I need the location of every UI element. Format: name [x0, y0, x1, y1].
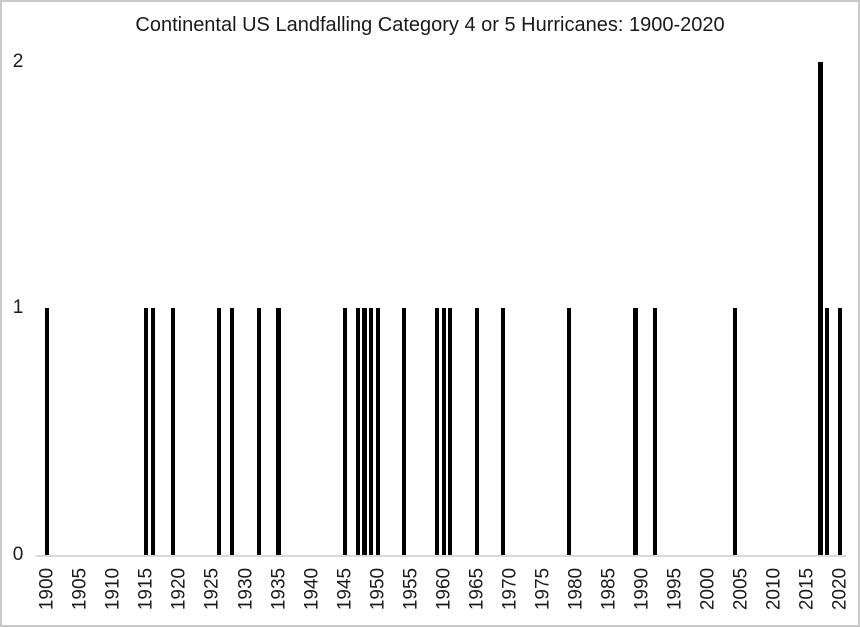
x-tick-label-1995: 1995 [664, 567, 686, 611]
x-tick-label-1900: 1900 [36, 567, 58, 611]
x-tick-label-1910: 1910 [102, 567, 124, 611]
bar-1900 [45, 308, 50, 555]
bar-1926 [216, 308, 222, 555]
bar-2020 [838, 308, 843, 555]
bar-1945 [342, 308, 347, 555]
bar-1948 [362, 308, 367, 555]
bar-1928 [230, 308, 235, 555]
bar-1916 [150, 308, 156, 555]
x-tick-label-1950: 1950 [367, 567, 389, 611]
x-tick-label-1930: 1930 [235, 567, 256, 611]
x-tick-label-1915: 1915 [135, 567, 157, 611]
bar-1949 [368, 308, 374, 555]
x-tick-label-2015: 2015 [796, 567, 818, 611]
bar-2004 [732, 308, 737, 555]
bar-1992 [653, 308, 658, 555]
x-tick-label-1990: 1990 [631, 567, 653, 611]
x-tick-label-1905: 1905 [69, 567, 91, 611]
bar-1965 [474, 308, 479, 555]
chart-title: Continental US Landfalling Category 4 or… [135, 14, 725, 36]
bar-1932 [256, 308, 261, 555]
bar-1960 [441, 308, 446, 555]
x-tick-label-1935: 1935 [268, 567, 290, 611]
bar-1954 [402, 308, 407, 555]
bar-1959 [435, 308, 440, 555]
x-tick-label-2020: 2020 [829, 567, 851, 611]
x-tick-label-2000: 2000 [697, 567, 719, 611]
x-tick-label-1970: 1970 [499, 567, 521, 611]
bar-1989 [633, 308, 638, 555]
y-tick-label-2: 2 [12, 50, 24, 72]
x-tick-label-1955: 1955 [400, 567, 422, 611]
y-tick-label-0: 0 [12, 543, 24, 565]
bar-1969 [501, 308, 506, 555]
y-tick-label-1: 1 [12, 297, 24, 319]
x-tick-label-2005: 2005 [730, 567, 752, 611]
bar-1935 [276, 308, 281, 555]
bar-2018 [825, 308, 830, 555]
x-axis-line [36, 554, 846, 557]
bar-1947 [355, 308, 360, 555]
x-tick-label-1965: 1965 [466, 567, 488, 611]
x-tick-label-1925: 1925 [201, 567, 223, 611]
x-tick-label-1960: 1960 [433, 567, 455, 611]
x-tick-label-1980: 1980 [565, 567, 587, 611]
bar-1950 [375, 308, 380, 555]
x-tick-label-1985: 1985 [598, 567, 620, 611]
bar-1961 [448, 308, 453, 555]
x-tick-label-1920: 1920 [168, 567, 190, 611]
x-tick-label-1945: 1945 [334, 567, 356, 611]
x-tick-label-1975: 1975 [532, 567, 554, 611]
x-tick-label-2010: 2010 [763, 567, 785, 611]
bar-1919 [170, 308, 175, 555]
bar-1979 [567, 308, 572, 555]
bar-2017 [818, 61, 823, 555]
x-tick-label-1940: 1940 [301, 567, 323, 611]
bar-1915 [144, 308, 149, 555]
